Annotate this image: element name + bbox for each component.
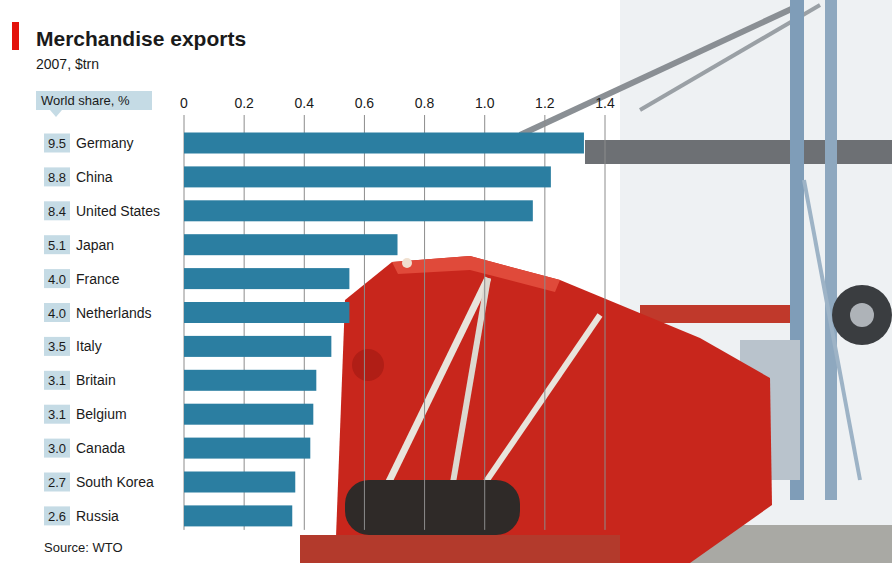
world-share-box	[44, 371, 70, 390]
bar	[184, 370, 316, 391]
category-label: Netherlands	[76, 305, 152, 321]
category-label: Germany	[76, 135, 134, 151]
grid-line	[605, 115, 606, 530]
category-label: Russia	[76, 508, 119, 524]
world-share-label: 8.8	[48, 170, 66, 185]
category-label: Italy	[76, 338, 102, 354]
category-label: Britain	[76, 372, 116, 388]
bar	[184, 133, 584, 154]
world-share-header: World share, %	[36, 91, 152, 117]
category-label: Japan	[76, 237, 114, 253]
quay-edge	[300, 535, 620, 563]
background-fill	[0, 0, 892, 563]
grid	[184, 115, 605, 530]
container	[640, 305, 790, 323]
crane-beam	[585, 140, 892, 164]
bar	[184, 268, 349, 289]
world-share-label: 3.5	[48, 339, 66, 354]
background	[0, 0, 892, 563]
world-share-header-box	[36, 91, 152, 110]
ship-deck-edge	[392, 256, 560, 292]
rope	[380, 278, 488, 500]
bar	[184, 505, 292, 526]
world-share-box	[44, 201, 70, 220]
world-share-box	[44, 167, 70, 186]
world-share-box	[44, 473, 70, 492]
rope	[470, 315, 600, 505]
world-share-box	[44, 506, 70, 525]
world-share-box	[44, 337, 70, 356]
source: Source: WTO	[44, 540, 123, 555]
tick-label: 0.8	[415, 95, 435, 111]
tick-label: 0.2	[234, 95, 254, 111]
world-share-label: 5.1	[48, 238, 66, 253]
world-share-label: 9.5	[48, 136, 66, 151]
category-labels: 9.5 Germany 8.8 China 8.4 United States 5.1 Jap…	[44, 134, 160, 526]
category-label: South Korea	[76, 474, 154, 490]
world-share-pointer	[50, 110, 62, 117]
title: Merchandise exports	[36, 27, 246, 50]
tick-label: 1.4	[595, 95, 615, 111]
world-share-label: 4.0	[48, 306, 66, 321]
tick-label: 0	[180, 95, 188, 111]
world-share-label: 8.4	[48, 204, 66, 219]
world-share-box	[44, 303, 70, 322]
crane-boom	[520, 5, 800, 135]
category-label: China	[76, 169, 113, 185]
hawse-pipe	[352, 349, 384, 381]
category-label: France	[76, 271, 120, 287]
bar	[184, 336, 331, 357]
world-share-box	[44, 235, 70, 254]
bollard	[345, 480, 520, 535]
bar	[184, 404, 313, 425]
bars	[184, 133, 584, 527]
bar	[184, 438, 310, 459]
bar	[184, 200, 533, 221]
category-label: Belgium	[76, 406, 127, 422]
bar	[184, 166, 551, 187]
world-share-label: 4.0	[48, 272, 66, 287]
world-share-box	[44, 269, 70, 288]
cable-reel	[850, 303, 874, 327]
world-share-box	[44, 439, 70, 458]
tick-label: 0.6	[355, 95, 375, 111]
tick-label: 0.4	[295, 95, 315, 111]
world-share-label: 2.6	[48, 509, 66, 524]
world-share-box	[44, 134, 70, 153]
subtitle: 2007, $trn	[36, 56, 99, 72]
bar	[184, 234, 398, 255]
ship-hull	[335, 256, 772, 563]
cable-reel	[832, 285, 892, 345]
tick-label: 1.0	[475, 95, 495, 111]
world-share-label: 3.1	[48, 373, 66, 388]
world-share-label: 3.0	[48, 441, 66, 456]
world-share-label: 3.1	[48, 407, 66, 422]
chart: Merchandise exports 2007, $trn World share…	[0, 0, 892, 563]
rope	[450, 278, 488, 500]
world-share-label: 2.7	[48, 475, 66, 490]
category-label: Canada	[76, 440, 125, 456]
category-label: United States	[76, 203, 160, 219]
bar	[184, 302, 349, 323]
crane-tower	[825, 0, 837, 500]
world-share-box	[44, 405, 70, 424]
world-share-header-label: World share, %	[41, 93, 130, 108]
hawse-hole	[402, 258, 412, 268]
tick-label: 1.2	[535, 95, 555, 111]
title-accent	[12, 22, 19, 50]
bar	[184, 472, 295, 493]
